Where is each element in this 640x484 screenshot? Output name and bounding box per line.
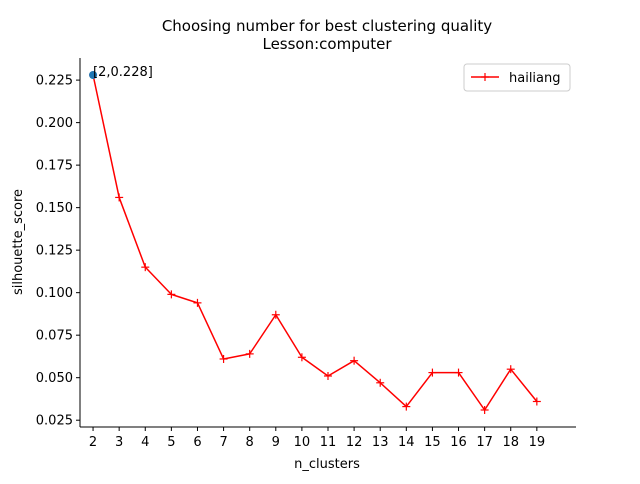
x-tick-label: 2: [89, 435, 97, 450]
y-tick-label: 0.200: [36, 116, 73, 131]
x-tick-label: 11: [320, 435, 337, 450]
y-tick-label: 0.225: [36, 74, 73, 89]
data-point-marker[interactable]: [402, 402, 411, 411]
x-tick-label: 14: [398, 435, 415, 450]
data-point-marker[interactable]: [480, 405, 489, 414]
data-point-marker[interactable]: [219, 354, 228, 363]
x-tick-label: 19: [529, 435, 546, 450]
data-point-marker[interactable]: [167, 290, 176, 299]
x-tick-label: 12: [346, 435, 363, 450]
x-axis-ticks: 2 3 4 5 6 7 8 9 10 11 12 13 14 15 16 17 18 19: [89, 427, 545, 450]
y-tick-label: 0.050: [36, 371, 73, 386]
chart-subtitle: Lesson:computer: [262, 35, 392, 53]
data-point-marker[interactable]: [297, 353, 306, 362]
data-point-marker[interactable]: [428, 368, 437, 377]
data-point-marker[interactable]: [193, 298, 202, 307]
x-tick-label: 17: [476, 435, 493, 450]
y-tick-label: 0.125: [36, 244, 73, 259]
highlight-annotation: [2,0.228]: [93, 65, 153, 80]
data-point-marker[interactable]: [376, 378, 385, 387]
x-tick-label: 13: [372, 435, 389, 450]
data-point-marker[interactable]: [271, 310, 280, 319]
y-tick-label: 0.100: [36, 286, 73, 301]
chart-title: Choosing number for best clustering qual…: [162, 17, 492, 35]
x-tick-label: 4: [141, 435, 149, 450]
data-point-marker[interactable]: [115, 193, 124, 202]
y-axis-label: silhouette_score: [11, 189, 26, 295]
data-point-marker[interactable]: [245, 349, 254, 358]
highlight-layer: [2,0.228]: [89, 65, 153, 80]
highlight-point[interactable]: [89, 71, 98, 80]
y-axis-ticks: 0.025 0.050 0.075 0.100 0.125 0.150 0.175 0.200…: [36, 74, 80, 429]
x-tick-label: 6: [193, 435, 201, 450]
data-point-marker[interactable]: [350, 356, 359, 365]
x-tick-label: 3: [115, 435, 123, 450]
series-layer: [89, 71, 541, 414]
y-tick-label: 0.150: [36, 201, 73, 216]
x-tick-label: 7: [219, 435, 227, 450]
data-point-marker[interactable]: [532, 397, 541, 406]
y-tick-label: 0.175: [36, 159, 73, 174]
x-tick-label: 10: [294, 435, 311, 450]
x-tick-label: 15: [424, 435, 441, 450]
data-point-marker[interactable]: [141, 263, 150, 272]
data-point-marker[interactable]: [506, 365, 515, 374]
data-point-marker[interactable]: [324, 371, 332, 380]
data-point-marker[interactable]: [454, 368, 463, 377]
y-tick-label: 0.025: [36, 414, 73, 429]
x-axis-label: n_clusters: [294, 457, 360, 472]
y-tick-label: 0.075: [36, 329, 73, 344]
legend-plus-marker: [481, 73, 489, 81]
legend-frame: [463, 63, 571, 92]
x-tick-label: 9: [272, 435, 280, 450]
x-tick-label: 8: [246, 435, 254, 450]
x-tick-label: 16: [450, 435, 467, 450]
legend-entry-label: hailiang: [509, 71, 561, 86]
x-tick-label: 5: [167, 435, 175, 450]
series-line-hailiang: [92, 74, 538, 411]
x-tick-label: 18: [502, 435, 519, 450]
legend[interactable]: hailiang: [463, 63, 571, 92]
